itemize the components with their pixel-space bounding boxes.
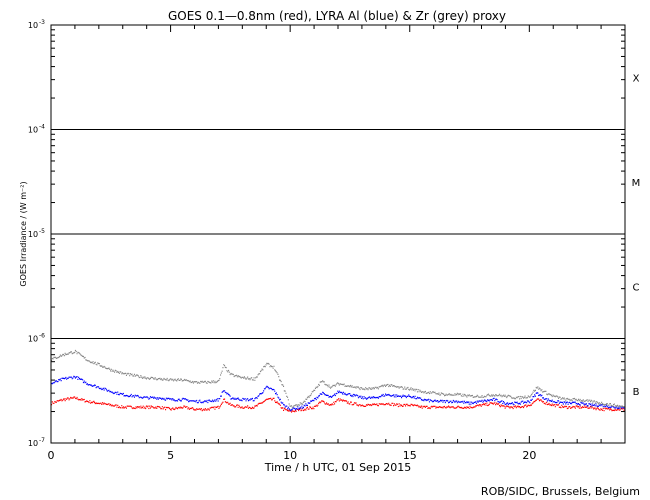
y-tick-label: 10 [28, 335, 38, 344]
chart-title: GOES 0.1—0.8nm (red), LYRA Al (blue) & Z… [168, 9, 506, 23]
series-grey [51, 349, 626, 409]
series-red [51, 396, 626, 413]
y-tick-label: 10 [28, 126, 38, 135]
y-tick-label: 10 [28, 439, 38, 448]
series-red-trace [51, 396, 626, 413]
y-tick-exponent: -7 [39, 437, 45, 444]
y-ticks: 10-710-610-510-410-3 [28, 19, 625, 448]
flare-class-label: C [633, 282, 640, 293]
x-tick-label: 0 [48, 449, 55, 462]
x-tick-label: 5 [167, 449, 174, 462]
flare-class-label: B [633, 387, 640, 398]
flare-class-label: M [632, 178, 641, 189]
x-tick-label: 20 [522, 449, 536, 462]
y-tick-exponent: -3 [39, 19, 45, 26]
series-layer [51, 349, 626, 413]
y-tick-label: 10 [28, 230, 38, 239]
y-tick-exponent: -5 [39, 228, 45, 235]
series-grey-trace [51, 349, 626, 409]
flare-class-label: X [633, 73, 640, 84]
credit-text: ROB/SIDC, Brussels, Belgium [481, 485, 640, 498]
y-tick-exponent: -4 [39, 124, 45, 131]
x-ticks: 0 5 10 15 20 [48, 25, 626, 462]
flare-class-labels: X M C B [632, 73, 641, 398]
class-lines [51, 129, 625, 339]
y-axis-label: GOES Irradiance / (W m⁻²) [19, 181, 28, 286]
y-tick-exponent: -6 [39, 333, 45, 340]
series-blue [51, 375, 626, 412]
x-axis-label: Time / h UTC, 01 Sep 2015 [264, 461, 412, 474]
y-tick-label: 10 [28, 21, 38, 30]
x-tick-label: 15 [403, 449, 417, 462]
x-tick-label: 10 [283, 449, 297, 462]
series-blue-trace [51, 375, 626, 412]
